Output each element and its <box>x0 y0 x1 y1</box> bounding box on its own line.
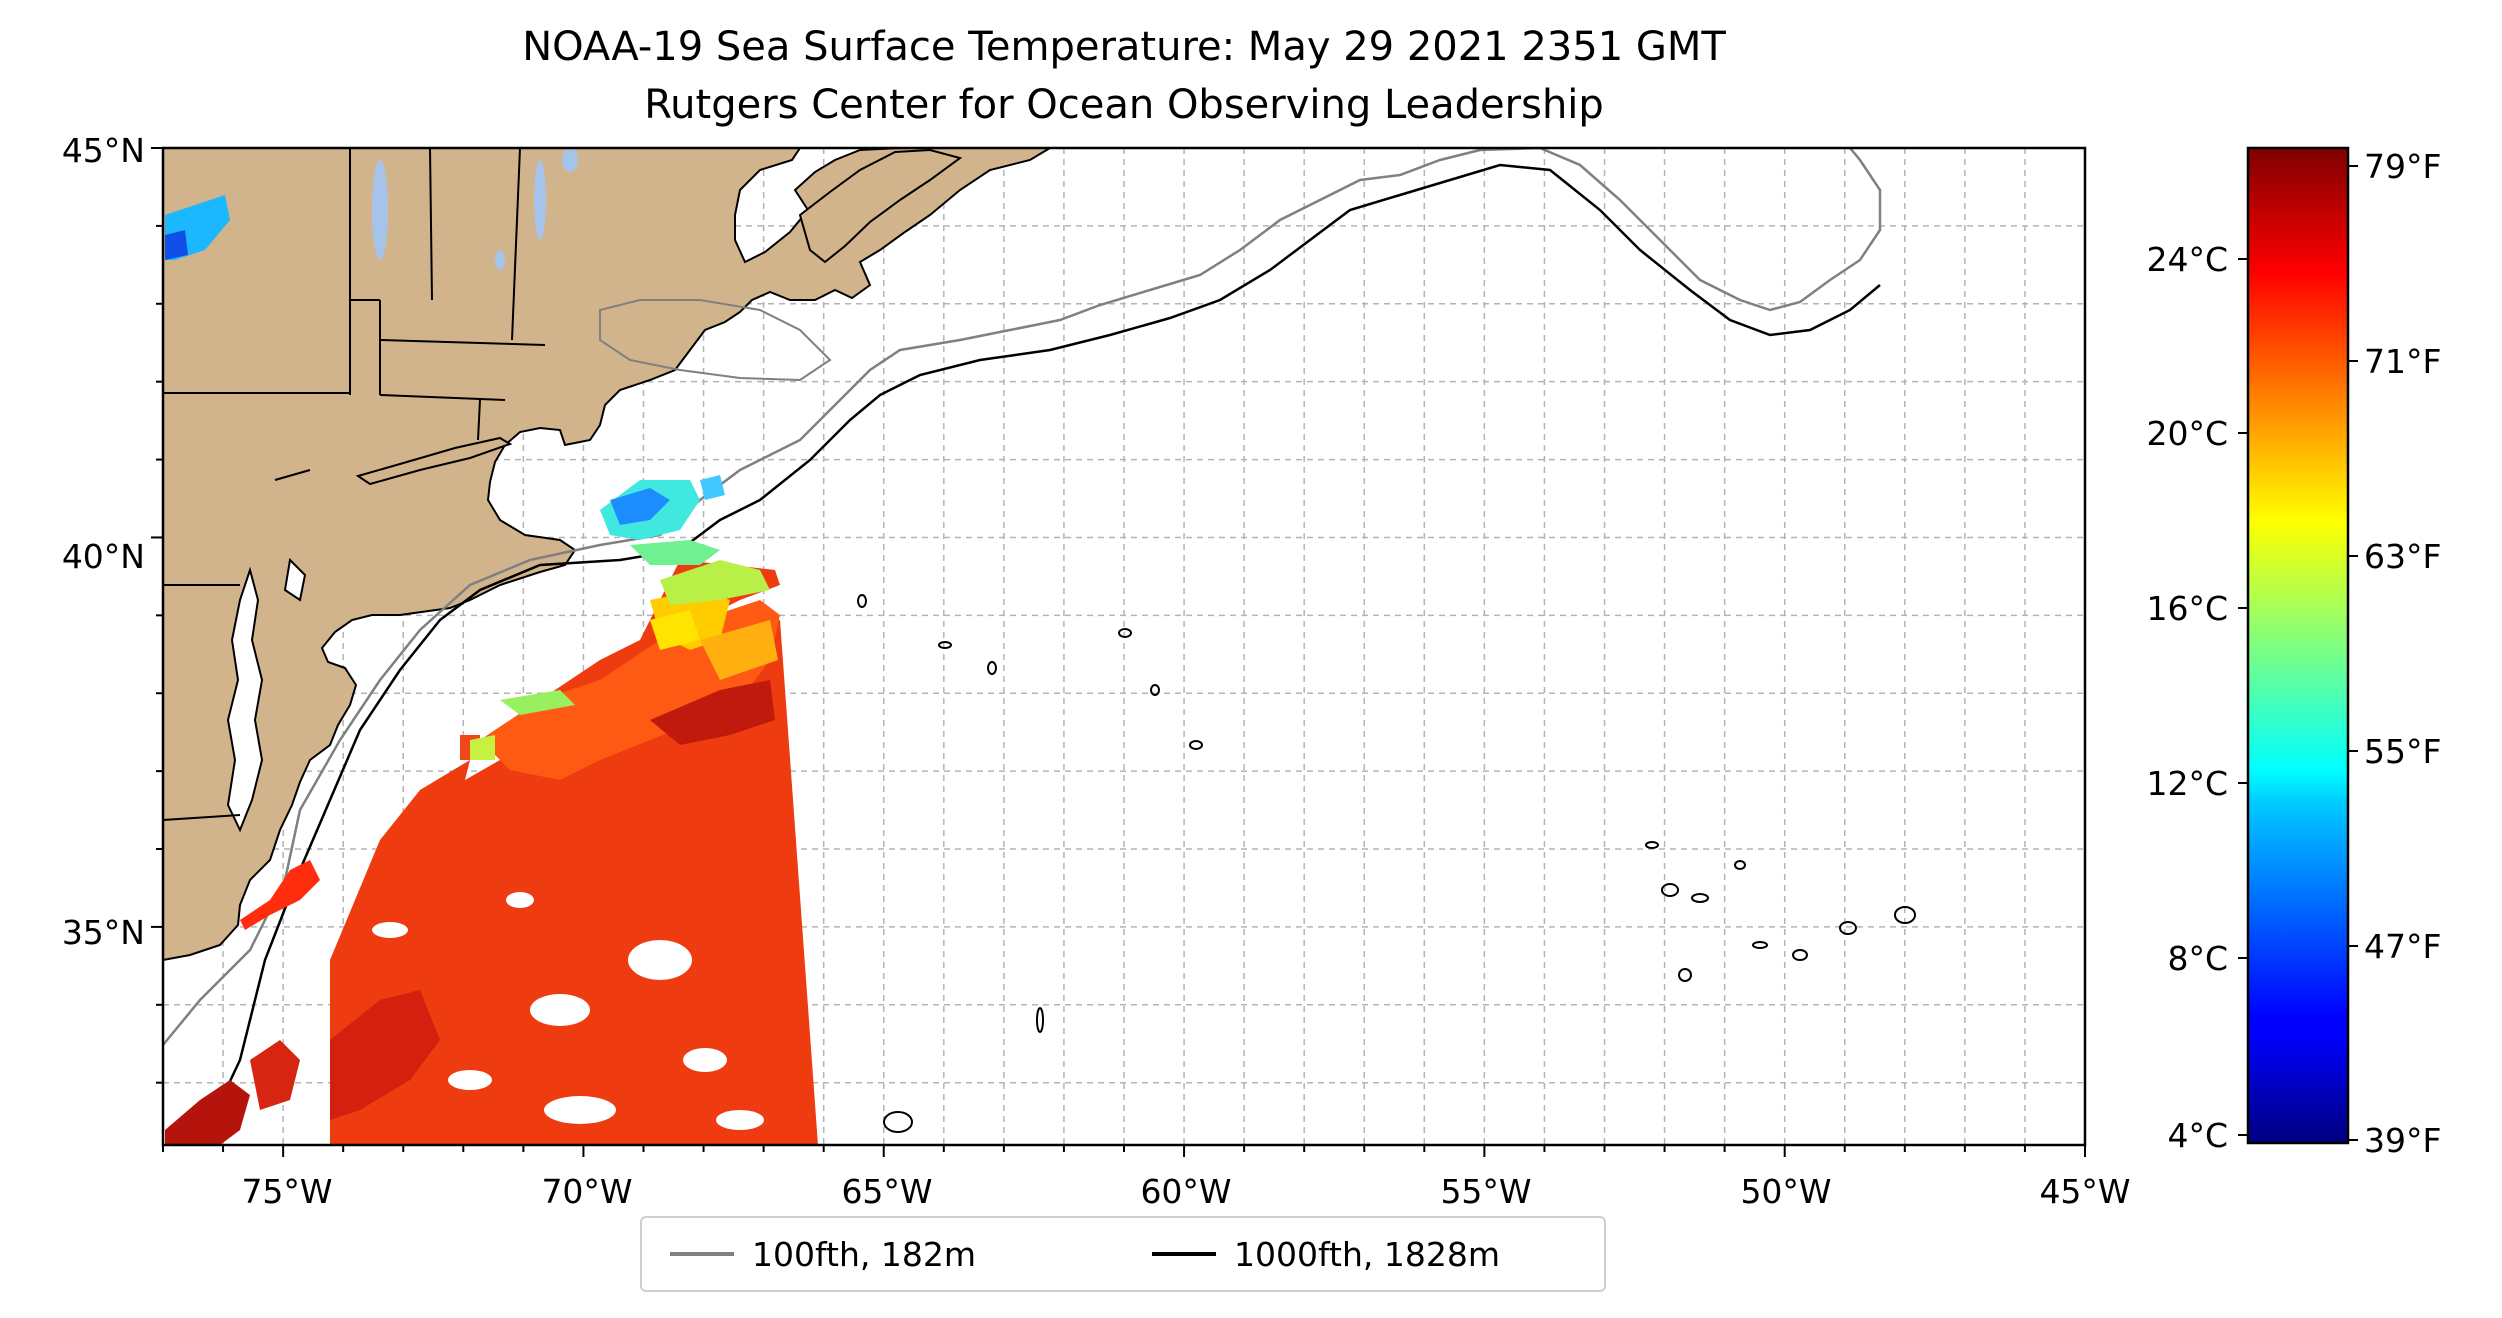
georges-bank-outline <box>599 299 832 382</box>
legend: 100fth, 182m 1000fth, 1828m <box>640 1216 1606 1292</box>
seamounts <box>857 594 1916 1133</box>
chart-subtitle: Rutgers Center for Ocean Observing Leade… <box>644 82 1604 128</box>
lon-tick-label: 45°W <box>2039 1172 2130 1211</box>
land-north-america <box>163 148 1052 962</box>
colorbar-celsius-label: 16°C <box>2146 589 2228 628</box>
lon-tick-label: 70°W <box>541 1172 632 1211</box>
long-island <box>355 436 513 486</box>
colorbar-celsius-label: 24°C <box>2146 240 2228 279</box>
legend-label: 1000fth, 1828m <box>1234 1234 1500 1274</box>
delaware-bay <box>283 557 307 602</box>
isobath-100fth <box>163 148 1882 1046</box>
colorbar-celsius-label: 4°C <box>2167 1116 2228 1155</box>
colorbar-celsius-label: 8°C <box>2167 939 2228 978</box>
colorbar-celsius-label: 12°C <box>2146 764 2228 803</box>
colorbar-fahrenheit-label: 79°F <box>2364 147 2441 186</box>
lat-tick-label: 45°N <box>62 131 145 170</box>
lat-tick-label: 40°N <box>62 537 145 576</box>
isobath-1000fth <box>198 163 1881 1145</box>
cloud-gaps <box>372 892 764 1130</box>
colorbar-fahrenheit-label: 39°F <box>2364 1121 2441 1160</box>
legend-swatch-100fth <box>670 1252 734 1256</box>
colorbar-celsius-label: 20°C <box>2146 414 2228 453</box>
colorbar-fahrenheit-label: 55°F <box>2364 732 2441 771</box>
colorbar <box>2246 146 2350 1145</box>
legend-item-1000fth: 1000fth, 1828m <box>1152 1218 1500 1290</box>
lon-tick-label: 55°W <box>1440 1172 1531 1211</box>
lon-tick-label: 50°W <box>1740 1172 1831 1211</box>
axis-ticks <box>151 147 2086 1157</box>
legend-label: 100fth, 182m <box>752 1234 976 1274</box>
colorbar-ticks <box>2238 165 2358 1141</box>
sst-data <box>165 195 818 1145</box>
lon-tick-label: 65°W <box>841 1172 932 1211</box>
colorbar-fahrenheit-label: 71°F <box>2364 342 2441 381</box>
lakes <box>372 148 578 270</box>
legend-swatch-1000fth <box>1152 1252 1216 1256</box>
lon-tick-label: 75°W <box>241 1172 332 1211</box>
nova-scotia <box>798 148 963 264</box>
chesapeake-bay <box>226 566 264 833</box>
legend-item-100fth: 100fth, 182m <box>670 1218 976 1290</box>
chart-title: NOAA-19 Sea Surface Temperature: May 29 … <box>522 24 1726 70</box>
lat-tick-label: 35°N <box>62 913 145 952</box>
lon-tick-label: 60°W <box>1140 1172 1231 1211</box>
colorbar-fahrenheit-label: 63°F <box>2364 537 2441 576</box>
colorbar-fahrenheit-label: 47°F <box>2364 927 2441 966</box>
state-borders <box>163 148 546 821</box>
